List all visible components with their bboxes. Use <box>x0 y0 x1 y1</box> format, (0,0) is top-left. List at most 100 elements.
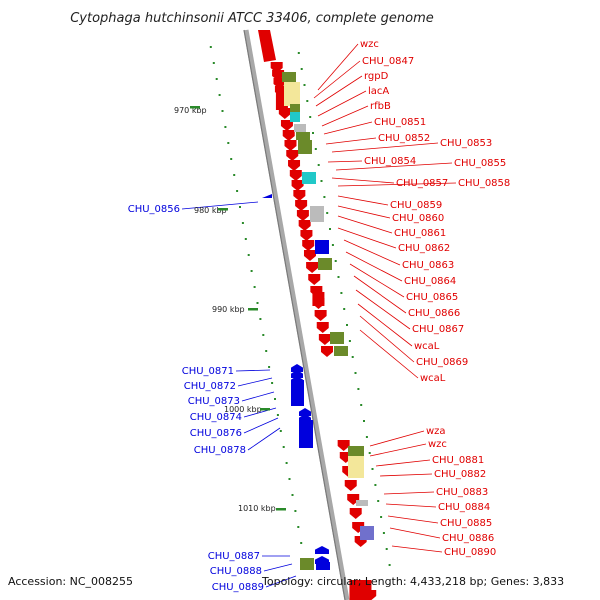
scale-dot <box>334 260 337 262</box>
gene-label-right: CHU_0853 <box>440 138 492 149</box>
leader-line <box>331 177 395 184</box>
gene-label-right: CHU_0852 <box>378 133 430 144</box>
kbp-tick <box>190 106 200 109</box>
leader-line <box>337 205 391 219</box>
gene-block <box>356 500 368 506</box>
scale-dot <box>268 366 271 368</box>
gene-block <box>348 456 364 478</box>
gene-block <box>302 172 316 184</box>
leader-line <box>335 162 453 171</box>
gene-label-right: wcaL <box>420 373 446 384</box>
gene-label-right: CHU_0860 <box>392 213 444 224</box>
gene-label-left: CHU_0872 <box>184 381 236 392</box>
reverse-gene-block <box>316 562 330 570</box>
gene-block <box>334 346 348 356</box>
forward-gene-arrow <box>291 180 304 191</box>
gene-block <box>282 72 296 82</box>
leader-line <box>323 121 373 135</box>
leader-line <box>247 427 281 451</box>
scale-dot <box>354 372 357 374</box>
scale-dot <box>297 526 300 528</box>
leader-line <box>235 369 271 372</box>
gene-label-right: CHU_0862 <box>398 243 450 254</box>
gene-label-right: CHU_0867 <box>412 324 464 335</box>
gene-label-right: wcaL <box>414 341 440 352</box>
reverse-gene-block <box>291 380 304 406</box>
gene-labels: wzc CHU_0847 rgpD lacA rfbB CHU_0851 CHU_0852 C… <box>128 39 511 593</box>
genome-title: Cytophaga hutchinsonii ATCC 33406, compl… <box>70 11 434 26</box>
forward-gene-arrow <box>337 440 350 451</box>
gene-label-right: CHU_0857 <box>396 178 448 189</box>
gene-block <box>298 140 312 154</box>
leader-line <box>353 275 407 314</box>
accession-text: Accession: NC_008255 <box>8 575 133 588</box>
forward-gene-block <box>312 292 325 306</box>
forward-gene-arrow <box>316 322 329 333</box>
leader-line <box>321 105 369 127</box>
gene-label-right: lacA <box>368 86 389 97</box>
forward-gene-arrow <box>318 334 331 345</box>
scale-dot <box>279 430 282 432</box>
gene-label-right: CHU_0858 <box>458 178 510 189</box>
leader-line <box>369 443 427 457</box>
reverse-gene-arrow <box>315 546 329 554</box>
gene-block <box>330 332 344 344</box>
leader-line <box>369 430 425 447</box>
forward-gene-arrow <box>280 120 293 131</box>
leader-line <box>357 303 413 347</box>
scale-dot <box>331 244 334 246</box>
leader-line <box>345 251 403 282</box>
leader-line <box>375 459 431 467</box>
gene-label-right: CHU_0890 <box>444 547 496 558</box>
scale-dot <box>329 228 331 230</box>
scale-dot <box>343 308 346 310</box>
scale-dot <box>312 132 314 134</box>
scale-dot <box>314 148 317 150</box>
backbone-axis <box>243 29 350 600</box>
gene-label-right: CHU_0864 <box>404 276 456 287</box>
gene-label-left: CHU_0856 <box>128 204 180 215</box>
scale-dot <box>303 84 306 86</box>
forward-gene-arrow <box>286 150 299 161</box>
gene-label-right: CHU_0863 <box>402 260 454 271</box>
forward-gene-block <box>349 580 372 600</box>
scale-dot <box>262 334 265 336</box>
scale-dot <box>209 46 212 48</box>
scale-dot <box>291 494 294 496</box>
scale-dot <box>368 452 371 454</box>
gene-label-right: wzc <box>360 39 379 50</box>
scale-dot <box>236 190 239 192</box>
scale-dot <box>227 142 230 144</box>
scale-dot <box>288 478 291 480</box>
leader-line <box>349 263 405 298</box>
scale-dot <box>230 158 233 160</box>
gene-block <box>360 526 374 540</box>
gene-block <box>296 132 310 140</box>
leader-line <box>237 377 273 387</box>
scale-dot <box>274 398 276 400</box>
scale-dot <box>285 462 288 464</box>
gene-label-right: rgpD <box>364 71 389 82</box>
leader-line <box>315 75 363 107</box>
forward-gene-arrow <box>289 170 302 181</box>
gene-block <box>284 82 300 106</box>
scale-dot <box>377 500 380 502</box>
forward-gene-arrow <box>296 210 309 221</box>
scale-dot <box>282 446 285 448</box>
scale-dot <box>297 52 300 54</box>
leader-lines <box>181 43 457 588</box>
gene-label-right: CHU_0851 <box>374 117 426 128</box>
scale-dot <box>265 350 268 352</box>
leader-line <box>379 473 433 477</box>
kbp-ticks: 970 kbp 980 kbp 990 kbp 1000 kbp 1010 kbp <box>174 106 286 513</box>
scale-dot <box>294 510 297 512</box>
reverse-gene-block <box>315 240 329 254</box>
topology-text: Topology: circular; Length: 4,433,218 bp… <box>261 575 564 588</box>
leader-line <box>327 160 363 163</box>
scale-dot <box>253 286 256 288</box>
scale-dot <box>357 388 360 390</box>
kbp-label: 990 kbp <box>212 305 245 314</box>
scale-dot <box>250 270 253 272</box>
gene-label-right: CHU_0881 <box>432 455 484 466</box>
scale-dot <box>360 404 363 406</box>
